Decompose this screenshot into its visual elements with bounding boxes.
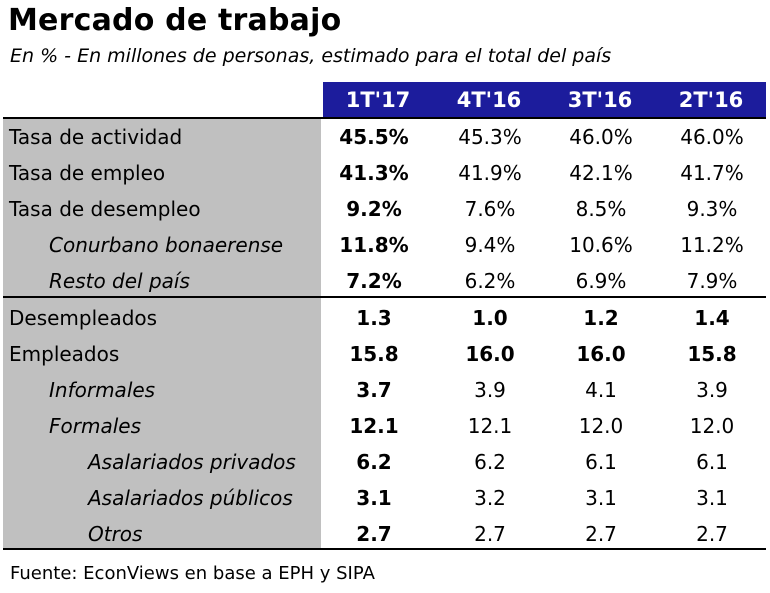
table-row: Tasa de actividad 45.5% 45.3% 46.0% 46.0% (0, 119, 770, 155)
table-cell: 7.6% (464, 197, 516, 221)
table-cell: 45.3% (458, 125, 522, 149)
table-cell: 2.7 (474, 522, 506, 546)
table-cell: 1.3 (356, 306, 392, 330)
table-cell: 9.3% (686, 197, 738, 221)
table-cell: 1.0 (472, 306, 508, 330)
row-label: Tasa de empleo (9, 161, 166, 185)
column-header: 4T'16 (456, 88, 522, 112)
table-cell: 2.7 (696, 522, 728, 546)
table-cell: 3.1 (696, 486, 728, 510)
table-cell: 11.2% (680, 233, 744, 257)
bottom-rule (3, 548, 766, 550)
column-header: 1T'17 (345, 88, 411, 112)
table-row: Asalariados privados 6.2 6.2 6.1 6.1 (0, 444, 770, 480)
table-row: Asalariados públicos 3.1 3.2 3.1 3.1 (0, 480, 770, 516)
row-labels-background (3, 118, 321, 548)
row-label: Resto del país (49, 269, 190, 293)
table-cell: 7.2% (346, 269, 402, 293)
table-cell: 12.0 (689, 414, 735, 438)
table-cell: 16.0 (576, 342, 626, 366)
table-cell: 6.2 (356, 450, 392, 474)
table-cell: 15.8 (349, 342, 399, 366)
table-cell: 2.7 (585, 522, 617, 546)
table-cell: 9.2% (346, 197, 402, 221)
row-label: Informales (49, 378, 156, 402)
table-cell: 46.0% (569, 125, 633, 149)
table-cell: 12.0 (578, 414, 624, 438)
table-row: Informales 3.7 3.9 4.1 3.9 (0, 372, 770, 408)
table-row: Desempleados 1.3 1.0 1.2 1.4 (0, 300, 770, 336)
row-label: Conurbano bonaerense (49, 233, 284, 257)
table-cell: 11.8% (339, 233, 409, 257)
table-cell: 8.5% (575, 197, 627, 221)
table-cell: 6.2 (474, 450, 506, 474)
row-label: Otros (88, 522, 143, 546)
table-cell: 3.1 (356, 486, 392, 510)
table-row: Conurbano bonaerense 11.8% 9.4% 10.6% 11.2% (0, 227, 770, 263)
table-cell: 6.9% (575, 269, 627, 293)
table-cell: 4.1 (585, 378, 617, 402)
column-header: 3T'16 (567, 88, 633, 112)
table-cell: 3.2 (474, 486, 506, 510)
table-cell: 41.7% (680, 161, 744, 185)
table-row: Resto del país 7.2% 6.2% 6.9% 7.9% (0, 263, 770, 299)
table-cell: 1.2 (583, 306, 619, 330)
table-cell: 45.5% (339, 125, 409, 149)
table-row: Formales 12.1 12.1 12.0 12.0 (0, 408, 770, 444)
column-header-bar: 1T'17 4T'16 3T'16 2T'16 (323, 82, 766, 118)
table-cell: 16.0 (465, 342, 515, 366)
column-header: 2T'16 (678, 88, 744, 112)
row-label: Desempleados (9, 306, 158, 330)
table-cell: 6.2% (464, 269, 516, 293)
row-label: Formales (49, 414, 141, 438)
table-cell: 1.4 (694, 306, 730, 330)
row-label: Asalariados públicos (88, 486, 293, 510)
section-divider (3, 296, 766, 298)
table-cell: 3.7 (356, 378, 392, 402)
table-row: Tasa de empleo 41.3% 41.9% 42.1% 41.7% (0, 155, 770, 191)
table-cell: 6.1 (696, 450, 728, 474)
table-cell: 9.4% (464, 233, 516, 257)
table-cell: 12.1 (467, 414, 513, 438)
row-label: Asalariados privados (88, 450, 296, 474)
row-label: Empleados (9, 342, 120, 366)
table-cell: 2.7 (356, 522, 392, 546)
table-cell: 41.3% (339, 161, 409, 185)
table-cell: 42.1% (569, 161, 633, 185)
table-row: Empleados 15.8 16.0 16.0 15.8 (0, 336, 770, 372)
table-cell: 3.1 (585, 486, 617, 510)
row-label: Tasa de desempleo (9, 197, 201, 221)
table-row: Otros 2.7 2.7 2.7 2.7 (0, 516, 770, 552)
table-cell: 3.9 (696, 378, 728, 402)
table-cell: 7.9% (686, 269, 738, 293)
row-label: Tasa de actividad (9, 125, 183, 149)
table-cell: 6.1 (585, 450, 617, 474)
table-cell: 12.1 (349, 414, 399, 438)
table-cell: 46.0% (680, 125, 744, 149)
table-cell: 3.9 (474, 378, 506, 402)
table-row: Tasa de desempleo 9.2% 7.6% 8.5% 9.3% (0, 191, 770, 227)
table-subtitle: En % - En millones de personas, estimado… (10, 45, 612, 67)
table-cell: 41.9% (458, 161, 522, 185)
table-title: Mercado de trabajo (8, 3, 342, 38)
table-cell: 10.6% (569, 233, 633, 257)
header-rule (3, 117, 766, 119)
source-note: Fuente: EconViews en base a EPH y SIPA (10, 563, 375, 584)
table-cell: 15.8 (687, 342, 737, 366)
